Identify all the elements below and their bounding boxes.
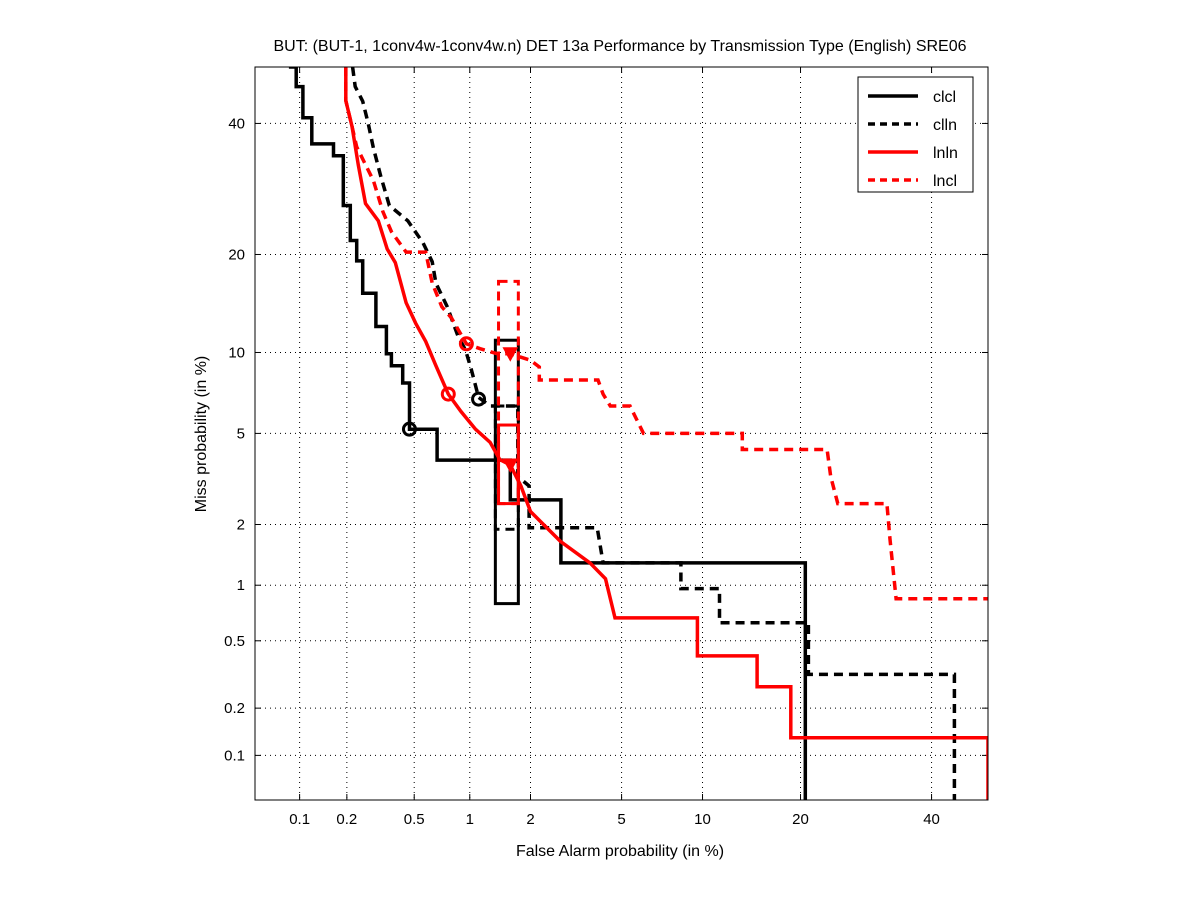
x-axis-ticks: 0.1 0.2 0.5 1 2 5 10 20 40 xyxy=(289,67,940,828)
y-tick-label: 20 xyxy=(228,246,245,263)
x-tick-label: 10 xyxy=(694,811,711,828)
det-curve-lncl xyxy=(344,67,988,601)
x-tick-label: 40 xyxy=(923,811,940,828)
min-dcf-marker-clcl xyxy=(401,421,417,437)
confidence-box-lncl xyxy=(497,279,520,506)
x-tick-label: 5 xyxy=(617,811,625,828)
legend: clcl clln lnln lncl xyxy=(857,76,974,193)
x-tick-label: 2 xyxy=(526,811,534,828)
y-tick-label: 10 xyxy=(228,344,245,361)
act-dcf-marker-lncl xyxy=(502,347,519,362)
chart-title: BUT: (BUT-1, 1conv4w-1conv4w.n) DET 13a … xyxy=(273,38,966,55)
y-tick-label: 2 xyxy=(237,516,245,533)
y-tick-label: 0.5 xyxy=(224,633,245,650)
y-axis-label: Miss probability (in %) xyxy=(193,356,210,512)
y-tick-label: 5 xyxy=(237,425,245,442)
min-dcf-marker-lnln xyxy=(440,386,456,402)
x-tick-label: 1 xyxy=(466,811,474,828)
grid xyxy=(255,67,988,800)
y-tick-label: 40 xyxy=(228,115,245,132)
act-dcf-marker-lnln xyxy=(502,458,519,474)
legend-label-clln: clln xyxy=(933,117,957,134)
x-tick-label: 20 xyxy=(792,811,809,828)
series-clln xyxy=(350,67,957,800)
plot-frame xyxy=(254,66,989,801)
y-tick-label: 0.1 xyxy=(224,747,245,764)
min-dcf-marker-clln xyxy=(471,391,487,407)
x-tick-label: 0.5 xyxy=(404,811,425,828)
legend-label-clcl: clcl xyxy=(933,89,956,106)
confidence-box-clln xyxy=(493,404,520,531)
y-tick-label: 1 xyxy=(237,577,245,594)
series-lncl xyxy=(344,67,988,601)
x-axis-label: False Alarm probability (in %) xyxy=(516,843,724,860)
legend-label-lnln: lnln xyxy=(933,145,958,162)
det-curve-clcl xyxy=(288,67,808,800)
legend-label-lncl: lncl xyxy=(933,173,957,190)
det-curve-clln xyxy=(350,67,957,800)
y-tick-label: 0.2 xyxy=(224,700,245,717)
y-axis-ticks: 0.1 0.2 0.5 1 2 5 10 20 40 xyxy=(224,115,988,764)
x-tick-label: 0.1 xyxy=(289,811,310,828)
x-tick-label: 0.2 xyxy=(336,811,357,828)
min-dcf-marker-lncl xyxy=(458,336,474,352)
series-layer xyxy=(288,67,988,800)
